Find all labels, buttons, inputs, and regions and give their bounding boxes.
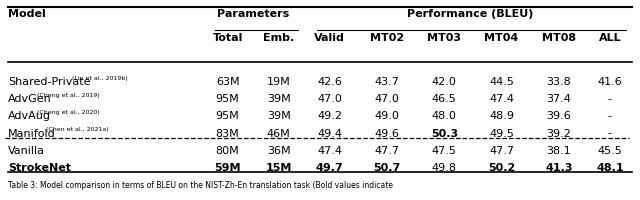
Text: 49.5: 49.5 [489,129,514,139]
Text: 49.8: 49.8 [432,163,457,173]
Text: 41.3: 41.3 [545,163,573,173]
Text: 48.0: 48.0 [432,111,457,121]
Text: 49.6: 49.6 [374,129,399,139]
Text: Model: Model [8,9,45,19]
Text: (Cheng et al., 2019): (Cheng et al., 2019) [37,93,100,98]
Text: AdvAug: AdvAug [8,111,51,121]
Text: 48.9: 48.9 [489,111,514,121]
Text: 50.7: 50.7 [373,163,401,173]
Text: 47.7: 47.7 [489,146,514,156]
Text: 37.4: 37.4 [547,94,572,104]
Text: 39.6: 39.6 [547,111,572,121]
Text: Parameters: Parameters [217,9,289,19]
Text: 95M: 95M [216,94,239,104]
Text: 48.1: 48.1 [596,163,624,173]
Text: 47.4: 47.4 [317,146,342,156]
Text: MT04: MT04 [484,33,519,43]
Text: 46.5: 46.5 [432,94,456,104]
Text: 63M: 63M [216,77,239,87]
Text: (Liu et al., 2019b): (Liu et al., 2019b) [72,76,127,81]
Text: 47.5: 47.5 [432,146,457,156]
Text: Performance (BLEU): Performance (BLEU) [406,9,533,19]
Text: Total: Total [212,33,243,43]
Text: 59M: 59M [214,163,241,173]
Text: MT08: MT08 [542,33,576,43]
Text: 42.0: 42.0 [432,77,457,87]
Text: Table 3: Model comparison in terms of BLEU on the NIST-Zh-En translation task (B: Table 3: Model comparison in terms of BL… [8,181,393,190]
Text: 39.2: 39.2 [547,129,572,139]
Text: 36M: 36M [267,146,291,156]
Text: 19M: 19M [267,77,291,87]
Text: 80M: 80M [216,146,239,156]
Text: MT02: MT02 [370,33,404,43]
Text: 41.6: 41.6 [598,77,622,87]
Text: 45.5: 45.5 [598,146,622,156]
Text: 83M: 83M [216,129,239,139]
Text: 39M: 39M [267,94,291,104]
Text: 46M: 46M [267,129,291,139]
Text: (Chen et al., 2021a): (Chen et al., 2021a) [45,127,108,132]
Text: 50.3: 50.3 [431,129,458,139]
Text: (Cheng et al., 2020): (Cheng et al., 2020) [37,110,100,115]
Text: 95M: 95M [216,111,239,121]
Text: 47.0: 47.0 [317,94,342,104]
Text: StrokeNet: StrokeNet [8,163,71,173]
Text: MT03: MT03 [428,33,461,43]
Text: 15M: 15M [266,163,292,173]
Text: AdvGen: AdvGen [8,94,51,104]
Text: 39M: 39M [267,111,291,121]
Text: 47.7: 47.7 [374,146,399,156]
Text: 44.5: 44.5 [489,77,514,87]
Text: 47.0: 47.0 [374,94,399,104]
Text: -: - [608,111,612,121]
Text: 33.8: 33.8 [547,77,572,87]
Text: 42.6: 42.6 [317,77,342,87]
Text: 47.4: 47.4 [489,94,514,104]
Text: ALL: ALL [598,33,621,43]
Text: Manifold: Manifold [8,129,56,139]
Text: 50.2: 50.2 [488,163,515,173]
Text: Vanilla: Vanilla [8,146,45,156]
Text: Shared-Private: Shared-Private [8,77,90,87]
Text: 43.7: 43.7 [374,77,399,87]
Text: 49.4: 49.4 [317,129,342,139]
Text: -: - [608,94,612,104]
Text: 38.1: 38.1 [547,146,572,156]
Text: Valid: Valid [314,33,345,43]
Text: 49.2: 49.2 [317,111,342,121]
Text: 49.7: 49.7 [316,163,344,173]
Text: 49.0: 49.0 [374,111,399,121]
Text: -: - [608,129,612,139]
Text: Emb.: Emb. [263,33,294,43]
